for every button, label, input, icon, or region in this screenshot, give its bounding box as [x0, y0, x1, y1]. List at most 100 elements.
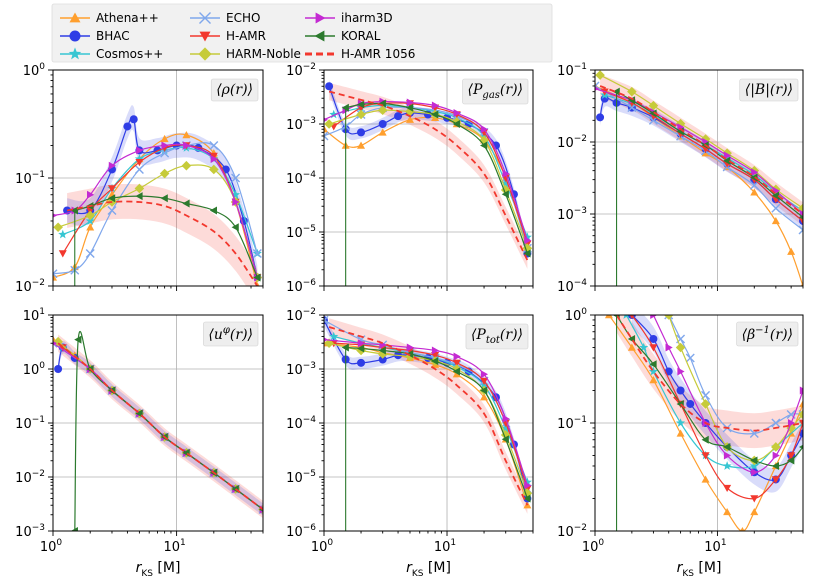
marker	[650, 315, 658, 319]
panel-title: ⟨ρ(r)⟩	[210, 78, 259, 102]
x-tick-label: 101	[434, 538, 456, 555]
marker	[160, 134, 169, 143]
panel-title-box	[210, 78, 259, 102]
marker	[324, 117, 328, 122]
panel-title-text: ⟨|B|(r)⟩	[745, 82, 793, 98]
marker	[68, 47, 82, 60]
marker	[134, 183, 145, 194]
marker	[480, 370, 489, 379]
y-tick-label: 10−5	[286, 224, 316, 241]
panel-2: 10−2 10−3 10−4 10−5 10−6 ⟨Pgas(r)⟩	[286, 62, 534, 295]
marker	[181, 160, 192, 171]
plot-area	[324, 80, 533, 286]
marker	[107, 194, 116, 203]
panel-title: ⟨|B|(r)⟩	[739, 78, 799, 102]
y-tick-label: 10−6	[286, 278, 316, 295]
marker-stroke	[771, 203, 781, 213]
marker	[452, 359, 461, 367]
y-tick-label: 10−3	[286, 361, 316, 378]
series	[66, 200, 259, 286]
y-tick-label: 100	[23, 62, 46, 79]
marker	[522, 477, 532, 487]
marker-stroke	[324, 134, 329, 141]
marker-stroke	[85, 248, 95, 258]
marker	[629, 315, 635, 319]
marker	[315, 12, 326, 24]
marker	[604, 315, 613, 319]
marker	[69, 12, 81, 23]
y-tick-label: 10−6	[286, 523, 316, 540]
y-tick-label: 10−3	[557, 206, 587, 223]
marker	[723, 442, 731, 451]
x-tick-label: 101	[163, 538, 185, 555]
shaded-band	[329, 80, 528, 260]
marker	[799, 217, 803, 225]
marker-stroke	[627, 103, 637, 113]
marker	[676, 418, 686, 427]
marker	[523, 494, 531, 503]
marker	[357, 141, 366, 149]
marker	[664, 315, 674, 320]
marker	[182, 131, 191, 139]
ticks	[48, 69, 264, 291]
marker	[160, 194, 168, 203]
marker-stroke	[667, 315, 674, 320]
shaded-band	[616, 315, 803, 449]
panel-title-box	[203, 321, 259, 347]
marker	[70, 527, 78, 531]
marker	[649, 344, 658, 352]
legend-item: Cosmos++	[60, 47, 163, 61]
marker	[686, 399, 695, 408]
panel-title-text: ⟨β−1(r)⟩	[742, 325, 793, 343]
panel-title-box	[465, 323, 529, 350]
series-line	[599, 85, 803, 215]
y-tick-label: 10−1	[557, 415, 587, 432]
marker	[480, 377, 489, 385]
marker	[627, 96, 636, 105]
marker	[649, 334, 658, 343]
y-tick-label: 10−3	[286, 116, 316, 133]
marker	[771, 418, 781, 428]
marker	[378, 128, 387, 136]
marker	[357, 128, 366, 137]
marker	[750, 173, 758, 182]
marker	[501, 190, 509, 199]
y-tick-label: 10−2	[15, 469, 45, 486]
plot-area	[53, 330, 263, 531]
marker	[452, 367, 460, 376]
plot-area	[324, 315, 533, 531]
x-tick-label: 100	[582, 538, 605, 555]
marker	[501, 178, 511, 188]
marker	[161, 141, 169, 150]
marker-stroke	[53, 272, 58, 279]
legend-item: ECHO	[190, 11, 260, 25]
marker	[798, 409, 803, 420]
marker	[787, 452, 796, 460]
marker	[648, 100, 659, 111]
marker	[524, 236, 532, 245]
panel-title-text: ⟨Pgas(r)⟩	[468, 82, 523, 101]
marker	[69, 30, 81, 42]
marker	[676, 429, 685, 437]
marker	[405, 349, 414, 358]
marker	[798, 203, 803, 214]
marker	[54, 365, 63, 373]
marker-stroke	[798, 409, 803, 416]
marker-stroke	[324, 319, 329, 325]
marker	[378, 355, 387, 364]
marker-stroke	[798, 225, 803, 231]
marker	[159, 168, 170, 179]
marker	[700, 399, 711, 409]
legend-label: Athena++	[96, 11, 159, 25]
marker	[480, 386, 488, 395]
legend-label: KORAL	[341, 29, 381, 43]
marker	[86, 223, 95, 231]
marker	[480, 125, 489, 134]
marker	[751, 468, 759, 477]
marker	[771, 476, 780, 484]
series-line	[328, 326, 529, 506]
panel-3: 10−1 10−2 10−3 10−4 ⟨|B|(r)⟩	[557, 62, 804, 295]
marker	[701, 475, 710, 483]
marker	[253, 273, 261, 282]
